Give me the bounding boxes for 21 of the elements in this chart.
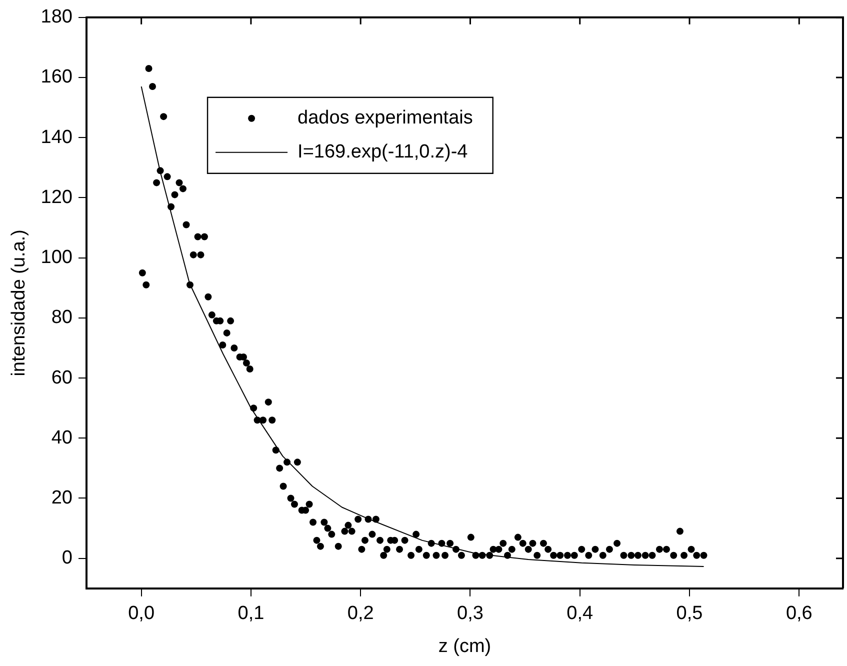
y-tick-label: 20 [51, 487, 72, 508]
x-tick-label: 0,3 [457, 603, 484, 624]
x-tick-label: 0,4 [566, 603, 594, 624]
x-tick-label: 0,5 [676, 603, 703, 624]
x-tick-label: 0,2 [347, 603, 374, 624]
y-tick-label: 160 [40, 66, 72, 88]
y-tick-label: 60 [51, 367, 72, 388]
x-tick-label: 0,1 [238, 603, 264, 624]
y-tick-label: 0 [62, 548, 72, 569]
y-tick-label: 40 [51, 427, 72, 448]
y-tick-label: 120 [40, 186, 72, 208]
legend-label: I=169.exp(-11,0.z)-4 [298, 142, 468, 163]
y-tick-label: 140 [40, 126, 72, 148]
y-tick-label: 80 [51, 307, 72, 328]
legend-label: dados experimentais [298, 108, 473, 129]
y-axis-title: intensidade (u.a.) [8, 229, 30, 376]
y-tick-label: 100 [40, 247, 72, 268]
x-axis-title: z (cm) [438, 636, 492, 657]
x-tick-label: 0,0 [128, 603, 155, 624]
x-tick-label: 0,6 [786, 603, 812, 624]
y-tick-label: 180 [40, 6, 72, 28]
